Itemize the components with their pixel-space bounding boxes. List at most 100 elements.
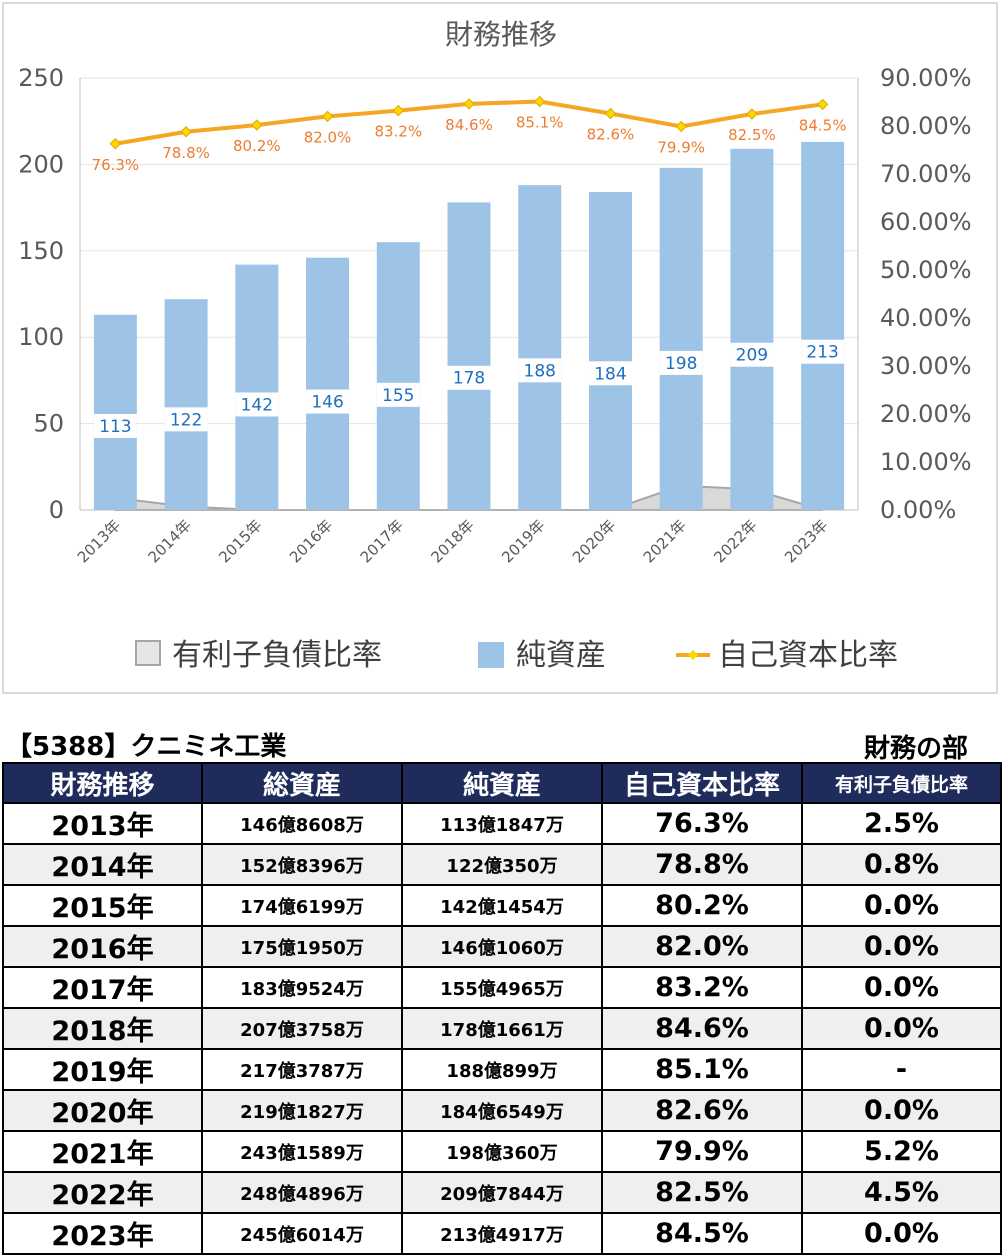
equity-ratio-data-label: 78.8% (162, 144, 210, 162)
equity-ratio-data-label: 76.3% (92, 156, 140, 174)
cell-total-assets: 245億6014万 (201, 1212, 403, 1255)
cell-net-assets: 213億4917万 (401, 1212, 603, 1255)
company-title: 【5388】クニミネ工業 (6, 732, 287, 762)
table-row: 2023年 245億6014万 213億4917万 84.5% 0.0% (2, 1212, 1002, 1255)
net-assets-bar (518, 185, 562, 511)
equity-ratio-marker (392, 104, 404, 117)
chart-title: 財務推移 (445, 18, 557, 51)
financial-table: 財務推移 総資産 純資産 自己資本比率 有利子負債比率 2013年 146億860… (2, 762, 1002, 1255)
legend-label-equity-ratio: 自己資本比率 (718, 638, 898, 673)
y-left-tick-label: 200 (18, 150, 64, 178)
bar-label-bg (376, 382, 420, 407)
y-right-tick-label: 10.00% (880, 448, 972, 476)
y-right-tick-label: 90.00% (880, 64, 972, 92)
equity-ratio-marker (816, 98, 829, 111)
net-assets-data-label: 198 (665, 354, 697, 374)
legend-label-net-assets: 純資産 (516, 638, 606, 673)
net-assets-bar (730, 148, 774, 510)
cell-net-assets: 178億1661万 (401, 1007, 603, 1050)
cell-total-assets: 248億4896万 (201, 1171, 403, 1214)
equity-ratio-data-label: 84.6% (445, 116, 493, 134)
cell-debt-ratio: 0.0% (801, 884, 1002, 927)
equity-ratio-marker (109, 138, 122, 150)
equity-ratio-data-label: 79.9% (657, 138, 705, 156)
cell-period: 2018年 (2, 1007, 203, 1050)
cell-equity-ratio: 84.6% (601, 1007, 803, 1050)
net-assets-bar (306, 257, 350, 510)
equity-ratio-data-label: 83.2% (374, 123, 422, 141)
x-tick-label: 2014年 (145, 516, 195, 566)
equity-ratio-marker (251, 119, 263, 131)
y-right-tick-label: 50.00% (880, 256, 972, 284)
cell-debt-ratio: 0.0% (801, 1089, 1002, 1132)
x-tick-label: 2016年 (286, 516, 336, 566)
section-title: 財務の部 (863, 734, 968, 764)
bar-label-bg (93, 414, 137, 439)
y-right-tick-label: 70.00% (880, 160, 972, 188)
cell-net-assets: 209億7844万 (401, 1171, 603, 1214)
y-left-tick-label: 100 (18, 323, 64, 351)
equity-ratio-data-label: 82.6% (587, 126, 635, 144)
net-assets-bar (447, 202, 491, 510)
net-assets-data-label: 155 (382, 386, 414, 406)
y-right-tick-label: 30.00% (880, 352, 972, 380)
cell-equity-ratio: 79.9% (601, 1130, 803, 1173)
y-right-tick-label: 80.00% (880, 112, 972, 140)
table-row: 2018年 207億3758万 178億1661万 84.6% 0.0% (2, 1007, 1002, 1050)
cell-period: 2014年 (2, 843, 203, 886)
cell-debt-ratio: 0.0% (801, 1212, 1002, 1255)
cell-total-assets: 175億1950万 (201, 925, 403, 968)
cell-net-assets: 198億360万 (401, 1130, 603, 1173)
cell-total-assets: 207億3758万 (201, 1007, 403, 1050)
financial-chart: 財務推移 113 122 142 146 155 178 188 184 198 209 213 7… (18, 18, 972, 673)
cell-period: 2020年 (2, 1089, 203, 1132)
header-debt-ratio: 有利子負債比率 (801, 762, 1002, 804)
net-assets-bar (164, 299, 208, 510)
cell-net-assets: 113億1847万 (401, 802, 603, 845)
table-row: 2017年 183億9524万 155億4965万 83.2% 0.0% (2, 966, 1002, 1009)
header-period: 財務推移 (2, 762, 203, 804)
equity-ratio-data-label: 82.0% (304, 128, 352, 146)
y-left-tick-label: 150 (18, 237, 64, 265)
cell-total-assets: 217億3787万 (201, 1048, 403, 1091)
y-left-tick-label: 50 (33, 410, 64, 438)
cell-debt-ratio: 0.0% (801, 966, 1002, 1009)
bar-label-bg (447, 365, 491, 390)
equity-ratio-marker (675, 120, 687, 133)
net-assets-data-label: 142 (241, 395, 273, 415)
y-left-tick-label: 250 (18, 64, 64, 92)
cell-net-assets: 188億899万 (401, 1048, 603, 1091)
table-row: 2013年 146億8608万 113億1847万 76.3% 2.5% (2, 802, 1002, 845)
table-row: 2021年 243億1589万 198億360万 79.9% 5.2% (2, 1130, 1002, 1173)
header-total-assets: 総資産 (201, 762, 403, 804)
x-tick-label: 2017年 (357, 516, 407, 566)
net-assets-data-label: 184 (594, 364, 626, 384)
cell-total-assets: 219億1827万 (201, 1089, 403, 1132)
equity-ratio-marker (463, 98, 475, 110)
cell-period: 2013年 (2, 802, 203, 845)
legend-label-debt-ratio: 有利子負債比率 (172, 638, 382, 673)
net-assets-data-label: 113 (99, 417, 131, 437)
net-assets-bars: 113 122 142 146 155 178 188 184 198 209 213 (93, 141, 845, 511)
net-assets-bar (235, 264, 279, 510)
equity-ratio-marker (604, 107, 617, 120)
cell-total-assets: 243億1589万 (201, 1130, 403, 1173)
cell-period: 2023年 (2, 1212, 203, 1255)
cell-period: 2016年 (2, 925, 203, 968)
net-assets-bar (588, 192, 632, 510)
bar-label-bg (659, 350, 703, 375)
table-row: 2014年 152億8396万 122億350万 78.8% 0.8% (2, 843, 1002, 886)
net-assets-bar (376, 242, 420, 510)
cell-total-assets: 146億8608万 (201, 802, 403, 845)
legend-swatch-equity-marker (688, 650, 698, 660)
cell-equity-ratio: 82.0% (601, 925, 803, 968)
bar-label-bg (518, 358, 562, 383)
table-row: 2022年 248億4896万 209億7844万 82.5% 4.5% (2, 1171, 1002, 1214)
table-row: 2016年 175億1950万 146億1060万 82.0% 0.0% (2, 925, 1002, 968)
table-row: 2020年 219億1827万 184億6549万 82.6% 0.0% (2, 1089, 1002, 1132)
cell-debt-ratio: 4.5% (801, 1171, 1002, 1214)
cell-equity-ratio: 83.2% (601, 966, 803, 1009)
bar-label-bg (164, 407, 208, 432)
y-right-tick-label: 0.00% (880, 496, 956, 524)
cell-equity-ratio: 82.5% (601, 1171, 803, 1214)
